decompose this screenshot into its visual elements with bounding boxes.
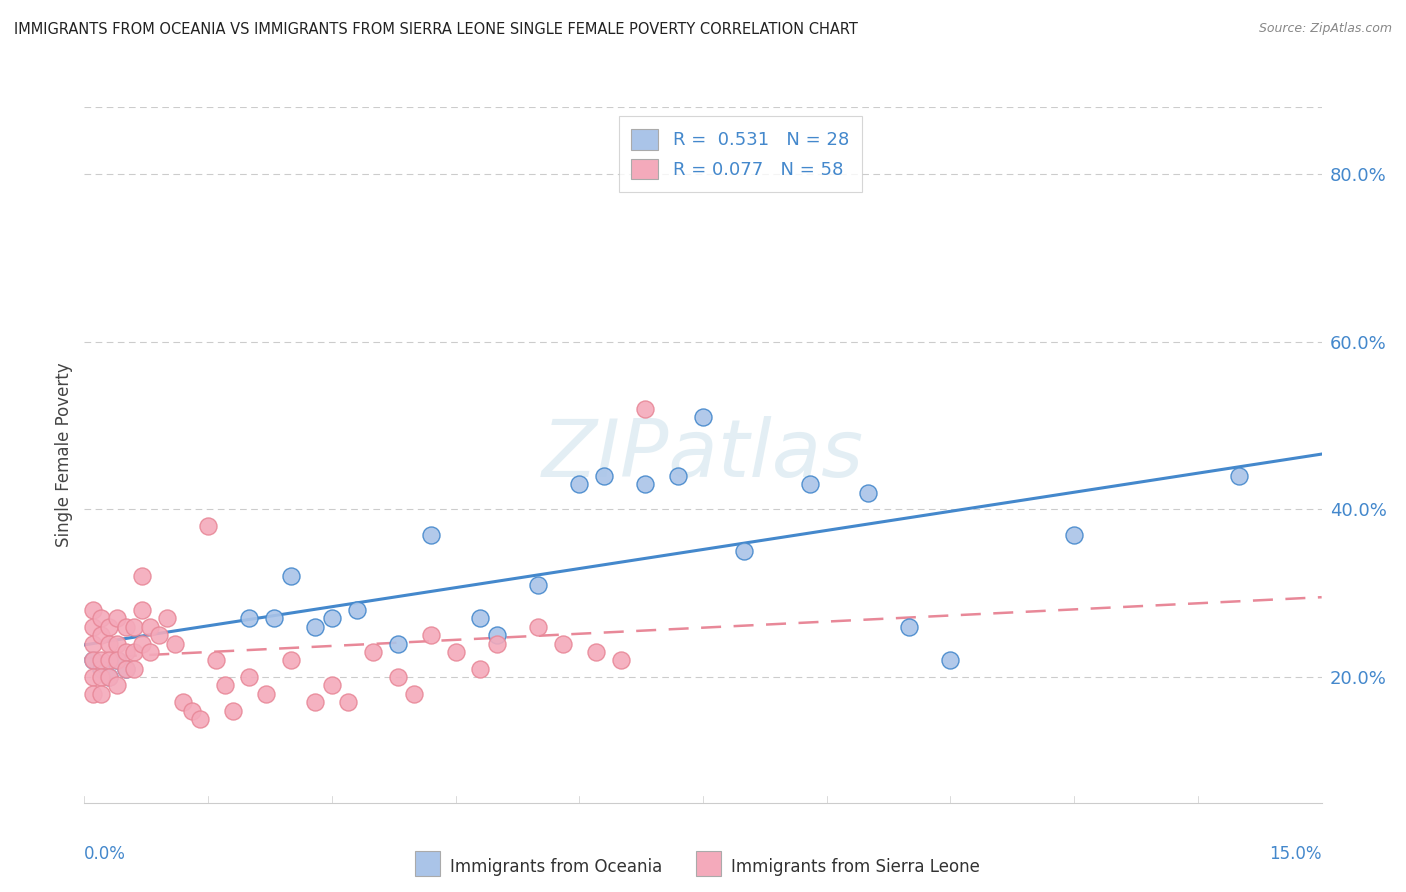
Point <box>361 645 384 659</box>
Point <box>387 670 409 684</box>
Point <box>122 620 145 634</box>
Point <box>105 611 128 625</box>
Point <box>634 401 657 416</box>
Point <box>98 670 121 684</box>
Point <box>692 410 714 425</box>
Text: 15.0%: 15.0% <box>1270 845 1322 863</box>
Point <box>404 687 426 701</box>
Text: Immigrants from Oceania: Immigrants from Oceania <box>450 858 662 876</box>
Point <box>105 653 128 667</box>
Point <box>90 611 112 625</box>
Point <box>98 620 121 634</box>
Point <box>82 620 104 634</box>
Point <box>321 611 343 625</box>
Point <box>634 477 657 491</box>
Point <box>131 603 153 617</box>
Point <box>139 620 162 634</box>
Point <box>114 620 136 634</box>
Point <box>254 687 277 701</box>
Point <box>898 620 921 634</box>
Point <box>90 653 112 667</box>
Point <box>939 653 962 667</box>
Point <box>346 603 368 617</box>
Point <box>82 603 104 617</box>
Text: Immigrants from Sierra Leone: Immigrants from Sierra Leone <box>731 858 980 876</box>
Point <box>90 670 112 684</box>
Point <box>666 468 689 483</box>
Point <box>165 636 187 650</box>
Point <box>139 645 162 659</box>
Point <box>114 662 136 676</box>
Point <box>114 645 136 659</box>
Point <box>90 628 112 642</box>
Point <box>485 636 508 650</box>
Point <box>172 695 194 709</box>
Point <box>304 620 326 634</box>
Point <box>82 653 104 667</box>
Point <box>527 620 550 634</box>
Point <box>131 569 153 583</box>
Point <box>238 670 260 684</box>
Point <box>609 653 631 667</box>
Text: ZIPatlas: ZIPatlas <box>541 416 865 494</box>
Point <box>799 477 821 491</box>
Point <box>180 704 202 718</box>
Point <box>593 468 616 483</box>
Point <box>1227 468 1250 483</box>
Point <box>98 636 121 650</box>
Point <box>98 653 121 667</box>
Point <box>82 636 104 650</box>
Point <box>98 670 121 684</box>
Text: 0.0%: 0.0% <box>84 845 127 863</box>
Point <box>188 712 211 726</box>
Point <box>733 544 755 558</box>
Point <box>1063 527 1085 541</box>
Point <box>90 687 112 701</box>
Point <box>222 704 245 718</box>
Point <box>568 477 591 491</box>
Point <box>527 578 550 592</box>
Point <box>485 628 508 642</box>
Point <box>470 662 492 676</box>
Point <box>90 662 112 676</box>
Point <box>419 628 441 642</box>
Point <box>856 485 879 500</box>
Point <box>122 645 145 659</box>
Point <box>551 636 574 650</box>
Point <box>82 653 104 667</box>
Text: Source: ZipAtlas.com: Source: ZipAtlas.com <box>1258 22 1392 36</box>
Point <box>205 653 228 667</box>
Point <box>280 653 302 667</box>
Point <box>337 695 360 709</box>
Point <box>148 628 170 642</box>
Point <box>444 645 467 659</box>
Point <box>105 653 128 667</box>
Point <box>304 695 326 709</box>
Point <box>280 569 302 583</box>
Point <box>238 611 260 625</box>
Text: IMMIGRANTS FROM OCEANIA VS IMMIGRANTS FROM SIERRA LEONE SINGLE FEMALE POVERTY CO: IMMIGRANTS FROM OCEANIA VS IMMIGRANTS FR… <box>14 22 858 37</box>
Point <box>197 519 219 533</box>
Point <box>419 527 441 541</box>
Legend: R =  0.531   N = 28, R = 0.077   N = 58: R = 0.531 N = 28, R = 0.077 N = 58 <box>619 116 862 192</box>
Point <box>105 636 128 650</box>
Point <box>387 636 409 650</box>
Point <box>321 678 343 692</box>
Point <box>105 678 128 692</box>
Point <box>263 611 285 625</box>
Point <box>470 611 492 625</box>
Point <box>585 645 607 659</box>
Point <box>156 611 179 625</box>
Point <box>114 662 136 676</box>
Point <box>82 687 104 701</box>
Y-axis label: Single Female Poverty: Single Female Poverty <box>55 363 73 547</box>
Point <box>122 662 145 676</box>
Point <box>82 670 104 684</box>
Point <box>131 636 153 650</box>
Point <box>214 678 236 692</box>
